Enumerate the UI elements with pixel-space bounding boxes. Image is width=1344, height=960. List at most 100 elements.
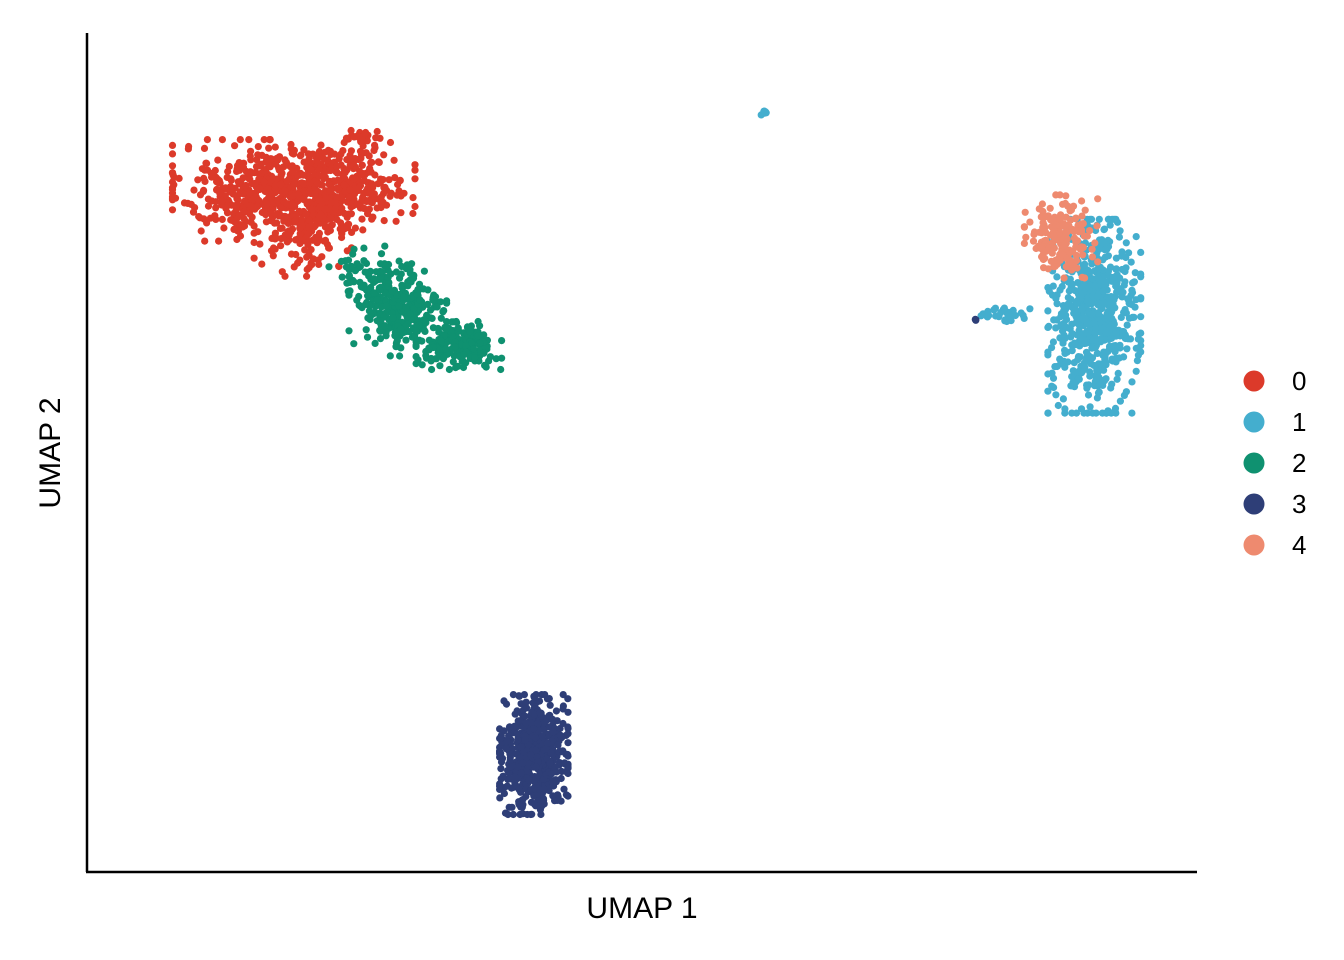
point-cluster-0 [315,229,323,237]
point-cluster-3 [519,810,527,818]
point-cluster-1 [1058,282,1066,291]
point-cluster-1 [1082,348,1091,356]
point-cluster-3 [534,720,542,728]
point-cluster-3 [554,741,562,749]
point-cluster-4 [1052,221,1060,229]
point-cluster-2 [451,343,459,351]
point-cluster-3 [530,725,538,733]
point-cluster-3 [549,728,557,736]
point-cluster-0 [340,181,348,189]
point-cluster-0 [377,193,385,201]
point-cluster-3 [515,786,523,794]
point-cluster-1 [1044,370,1052,378]
point-cluster-1 [1133,357,1141,365]
point-cluster-1 [1108,334,1116,342]
point-cluster-3 [531,800,539,809]
point-cluster-2 [381,242,389,250]
point-cluster-0 [304,240,312,248]
point-cluster-2 [449,358,457,366]
point-cluster-2 [443,297,451,305]
point-cluster-0 [239,189,247,197]
point-cluster-4 [1050,244,1058,252]
point-cluster-0 [267,155,275,163]
point-cluster-1 [1068,373,1076,381]
point-cluster-0 [218,215,226,223]
point-cluster-2 [437,337,445,345]
point-cluster-0 [368,181,376,190]
point-cluster-0 [351,224,359,232]
point-cluster-3 [497,765,505,773]
point-cluster-0 [254,151,262,159]
point-cluster-3 [496,782,504,790]
point-cluster-0 [321,236,330,244]
point-cluster-0 [227,185,235,193]
point-cluster-4 [1020,239,1028,247]
point-cluster-3 [509,810,517,819]
scatter-points [168,107,1145,819]
point-cluster-3 [514,736,522,744]
point-cluster-1 [1092,325,1100,333]
point-cluster-0 [213,178,221,186]
point-cluster-1 [1092,409,1100,417]
point-cluster-3 [532,763,540,771]
point-cluster-4 [1038,200,1046,208]
series-4-points [1020,191,1102,282]
point-cluster-1 [1086,372,1094,380]
point-cluster-0 [256,162,264,170]
point-cluster-0 [271,235,279,243]
point-cluster-4 [1062,228,1070,236]
point-cluster-1 [1077,405,1086,413]
point-cluster-0 [250,222,258,230]
point-cluster-2 [382,328,390,336]
point-cluster-0 [196,214,204,222]
point-cluster-1 [1111,342,1119,350]
point-cluster-4 [1088,253,1097,261]
point-cluster-0 [168,169,177,177]
point-cluster-2 [498,337,506,345]
point-cluster-0 [246,175,254,183]
point-cluster-1 [1088,344,1096,352]
point-cluster-0 [351,174,359,182]
point-cluster-2 [349,250,357,258]
point-cluster-0 [254,202,262,210]
point-cluster-0 [254,228,262,236]
point-cluster-0 [250,238,258,247]
point-cluster-2 [476,339,484,347]
point-cluster-2 [344,256,353,264]
point-cluster-2 [420,267,428,275]
point-cluster-0 [294,190,303,198]
point-cluster-0 [184,145,192,153]
point-cluster-1 [1054,401,1062,410]
point-cluster-0 [411,175,419,183]
point-cluster-4 [1081,274,1089,282]
point-cluster-4 [1063,235,1071,243]
legend-item-2: 2 [1243,448,1306,478]
point-cluster-1 [1011,311,1020,320]
point-cluster-0 [201,237,209,245]
point-cluster-1 [1081,363,1089,371]
point-cluster-2 [497,365,505,374]
point-cluster-4 [1071,215,1079,223]
point-cluster-2 [370,275,378,283]
point-cluster-4 [1030,228,1039,236]
point-cluster-3 [514,717,522,725]
point-cluster-0 [322,194,330,202]
point-cluster-2 [376,267,384,275]
point-cluster-1 [1093,349,1101,357]
point-cluster-3 [562,768,570,776]
point-cluster-2 [436,362,444,370]
point-cluster-2 [406,276,414,284]
point-cluster-3 [527,810,535,819]
point-cluster-0 [327,199,335,207]
point-cluster-1 [1077,292,1085,300]
point-cluster-2 [346,278,354,286]
point-cluster-1 [1104,293,1112,301]
point-cluster-2 [344,287,352,295]
point-cluster-2 [356,278,364,286]
point-cluster-0 [194,176,202,184]
point-cluster-3 [564,752,572,760]
point-cluster-0 [332,205,340,213]
point-cluster-0 [175,174,183,182]
point-cluster-0 [303,272,311,280]
